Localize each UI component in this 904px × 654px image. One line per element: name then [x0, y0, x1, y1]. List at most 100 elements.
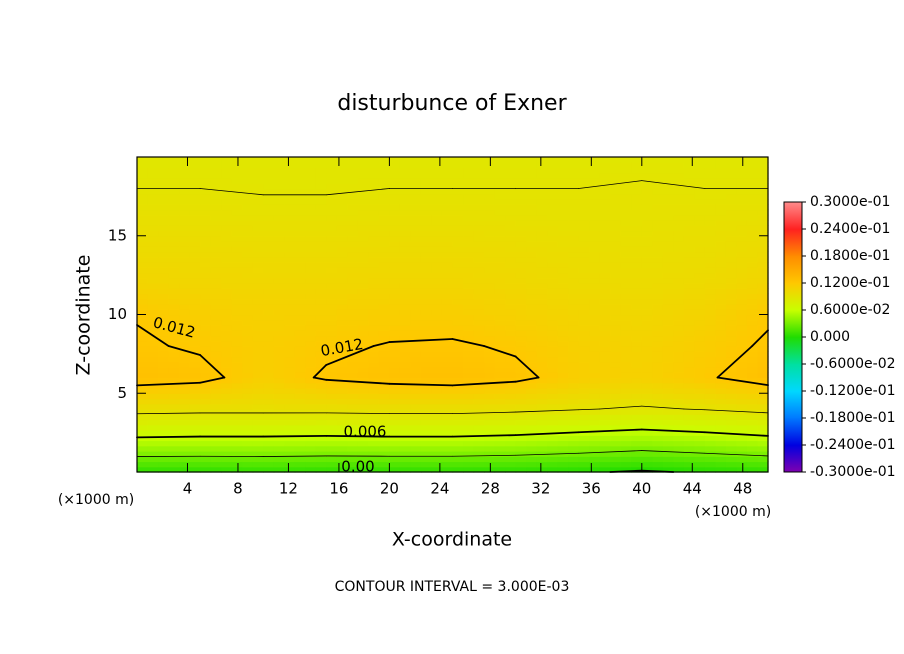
field-cell — [641, 225, 653, 232]
field-cell — [189, 314, 201, 321]
field-cell — [757, 451, 769, 457]
field-cell — [252, 409, 264, 415]
field-cell — [599, 225, 611, 232]
field-cell — [484, 230, 496, 237]
field-cell — [557, 314, 569, 321]
field-cell — [662, 230, 674, 237]
field-cell — [599, 346, 611, 352]
field-cell — [536, 256, 548, 263]
field-cell — [715, 214, 727, 221]
field-cell — [336, 319, 348, 326]
field-cell — [473, 256, 485, 263]
colorbar-segment — [784, 256, 802, 284]
field-cell — [252, 361, 264, 368]
field-cell — [420, 335, 433, 342]
field-cell — [736, 435, 748, 442]
field-cell — [557, 183, 569, 190]
field-cell — [494, 435, 506, 442]
field-cell — [210, 419, 222, 426]
field-cell — [484, 330, 496, 337]
field-cell — [357, 246, 369, 253]
field-cell — [599, 440, 611, 447]
field-cell — [473, 172, 485, 179]
field-cell — [441, 440, 454, 447]
field-cell — [589, 277, 601, 284]
field-cell — [662, 319, 674, 326]
field-cell — [599, 220, 611, 226]
field-cell — [368, 262, 380, 268]
field-cell — [326, 304, 338, 310]
field-cell — [326, 346, 338, 352]
field-cell — [273, 456, 285, 463]
field-cell — [158, 256, 170, 263]
field-cell — [399, 409, 412, 415]
field-cell — [326, 340, 338, 347]
field-cell — [526, 199, 538, 205]
field-cell — [158, 330, 170, 337]
field-cell — [221, 178, 233, 184]
field-cell — [357, 430, 369, 436]
field-cell — [746, 230, 759, 237]
field-cell — [252, 167, 264, 174]
field-cell — [305, 262, 317, 268]
field-cell — [494, 330, 506, 337]
colorbar-segment — [784, 445, 802, 473]
field-cell — [610, 209, 622, 216]
field-cell — [494, 325, 506, 331]
field-cell — [715, 309, 727, 316]
field-cell — [399, 246, 412, 253]
contour-line — [199, 188, 264, 196]
field-cell — [641, 230, 653, 237]
field-cell — [179, 372, 191, 379]
field-cell — [694, 277, 706, 284]
field-cell — [515, 235, 527, 242]
field-cell — [231, 414, 243, 421]
field-cell — [378, 335, 390, 342]
field-cell — [210, 298, 222, 305]
field-cell — [147, 403, 159, 410]
field-cell — [505, 214, 517, 221]
field-cell — [242, 288, 254, 295]
field-cell — [641, 461, 653, 468]
field-cell — [463, 272, 475, 279]
field-cell — [326, 162, 338, 169]
field-cell — [536, 340, 548, 347]
field-cell — [515, 424, 527, 431]
field-cell — [221, 251, 233, 258]
field-cell — [757, 298, 769, 305]
field-cell — [526, 277, 538, 284]
field-cell — [683, 424, 695, 431]
field-cell — [252, 267, 264, 274]
field-cell — [746, 304, 759, 310]
field-cell — [589, 456, 601, 463]
field-cell — [420, 414, 433, 421]
field-cell — [399, 414, 412, 421]
field-cell — [336, 272, 348, 279]
field-cell — [189, 235, 201, 242]
field-cell — [757, 382, 769, 389]
field-cell — [357, 330, 369, 337]
field-cell — [757, 256, 769, 263]
field-cell — [231, 393, 243, 400]
field-cell — [168, 256, 180, 263]
field-cell — [326, 241, 338, 247]
field-cell — [578, 461, 590, 468]
field-cell — [610, 251, 622, 258]
field-cell — [757, 445, 769, 452]
field-cell — [347, 372, 359, 379]
field-cell — [610, 309, 622, 316]
field-cell — [231, 204, 243, 211]
field-cell — [263, 466, 275, 473]
field-cell — [683, 430, 695, 436]
field-cell — [662, 445, 674, 452]
field-cell — [599, 398, 611, 405]
field-cell — [662, 461, 674, 468]
field-cell — [452, 183, 464, 190]
field-cell — [652, 461, 664, 468]
field-cell — [137, 225, 149, 232]
field-cell — [505, 456, 517, 463]
field-cell — [168, 398, 180, 405]
field-cell — [294, 251, 306, 258]
field-cell — [463, 230, 475, 237]
field-cell — [420, 409, 433, 415]
